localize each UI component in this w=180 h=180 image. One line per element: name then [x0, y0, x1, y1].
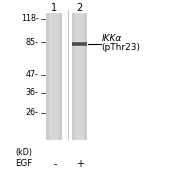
Text: IKKα: IKKα [102, 34, 122, 43]
Text: 85-: 85- [26, 38, 39, 47]
Bar [46, 13, 62, 140]
Text: (kD): (kD) [15, 148, 32, 157]
Bar [49, 13, 59, 140]
Text: 47-: 47- [26, 70, 39, 79]
Text: -: - [53, 159, 57, 169]
Text: 36-: 36- [26, 88, 39, 97]
Text: +: + [76, 159, 84, 169]
Text: (pThr23): (pThr23) [102, 43, 141, 52]
Bar [72, 42, 87, 46]
Bar [72, 13, 87, 140]
Text: EGF: EGF [15, 159, 32, 168]
Text: 1: 1 [51, 3, 57, 13]
Text: 118-: 118- [21, 14, 39, 23]
Text: 2: 2 [76, 3, 82, 13]
Text: 26-: 26- [26, 108, 39, 117]
Bar [75, 13, 84, 140]
Bar [72, 43, 86, 45]
